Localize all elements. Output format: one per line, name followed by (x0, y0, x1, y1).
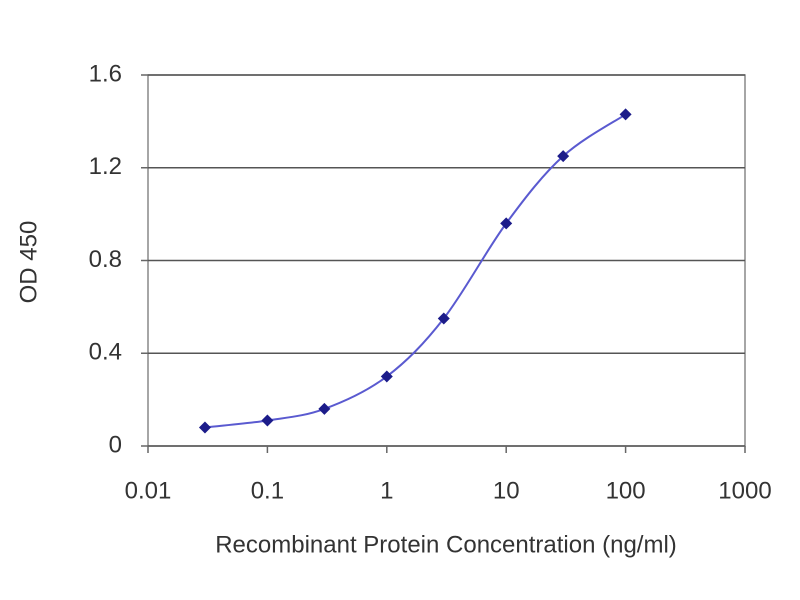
y-axis-label: OD 450 (15, 221, 42, 304)
data-point (437, 312, 450, 325)
y-tick-label: 1.2 (89, 153, 122, 180)
y-tick-label: 0.4 (89, 339, 122, 366)
x-axis-label: Recombinant Protein Concentration (ng/ml… (215, 531, 677, 558)
data-point (261, 414, 274, 427)
x-tick-label: 0.01 (125, 477, 172, 504)
data-point (557, 150, 570, 163)
x-tick-label: 100 (606, 477, 646, 504)
y-tick-label: 0.8 (89, 246, 122, 273)
data-point (318, 402, 331, 415)
x-tick-label: 1000 (718, 477, 771, 504)
x-tick-label: 10 (493, 477, 520, 504)
data-point (198, 421, 211, 434)
data-point (619, 108, 632, 121)
x-tick-label: 0.1 (251, 477, 284, 504)
data-point (500, 217, 513, 230)
x-tick-label: 1 (380, 477, 393, 504)
y-tick-label: 1.6 (89, 60, 122, 87)
data-point (380, 370, 393, 383)
fit-line (204, 113, 627, 429)
y-tick-label: 0 (109, 431, 122, 458)
